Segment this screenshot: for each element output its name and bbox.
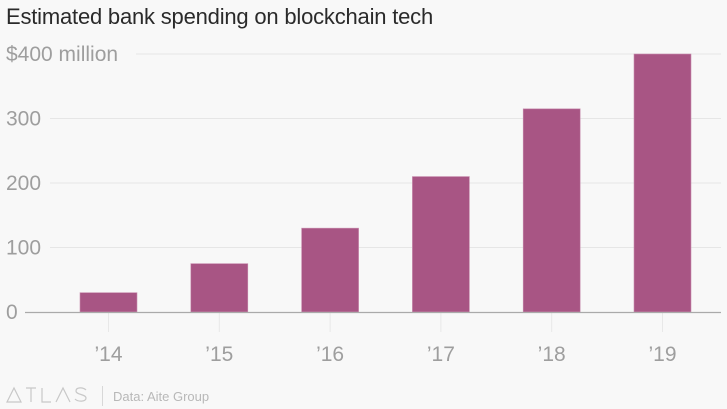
y-tick-label: $400 million xyxy=(6,43,118,66)
atlas-logo xyxy=(6,385,98,408)
x-tick-label: ’15 xyxy=(205,343,233,366)
x-tick-label: ’14 xyxy=(94,343,122,366)
bar-4 xyxy=(522,108,581,313)
y-tick-label: 200 xyxy=(6,172,41,195)
x-tick-label: ’19 xyxy=(648,343,676,366)
x-tick-label: ’18 xyxy=(538,343,566,366)
bar-1 xyxy=(190,263,249,313)
y-tick-label: 300 xyxy=(6,108,41,131)
data-source: Data: Aite Group xyxy=(113,388,210,404)
bars xyxy=(79,53,692,313)
gridlines xyxy=(50,53,721,248)
y-tick-label: 0 xyxy=(6,301,18,324)
bar-2 xyxy=(301,227,359,313)
bar-0 xyxy=(79,292,138,313)
x-axis: ’14 ’15 ’16 ’17 ’18 ’19 xyxy=(25,311,721,366)
footer-divider xyxy=(102,386,103,406)
y-tick-label: 100 xyxy=(6,237,41,260)
footer: Data: Aite Group xyxy=(6,385,209,407)
bar-5 xyxy=(633,53,692,313)
x-tick-label: ’17 xyxy=(427,343,455,366)
atlas-logo-icon xyxy=(6,386,87,403)
x-tick-label: ’16 xyxy=(316,343,344,366)
y-axis-ticks: 0 100 200 300 $400 million xyxy=(6,43,118,324)
chart-title: Estimated bank spending on blockchain te… xyxy=(6,4,433,29)
bar-3 xyxy=(412,176,470,313)
